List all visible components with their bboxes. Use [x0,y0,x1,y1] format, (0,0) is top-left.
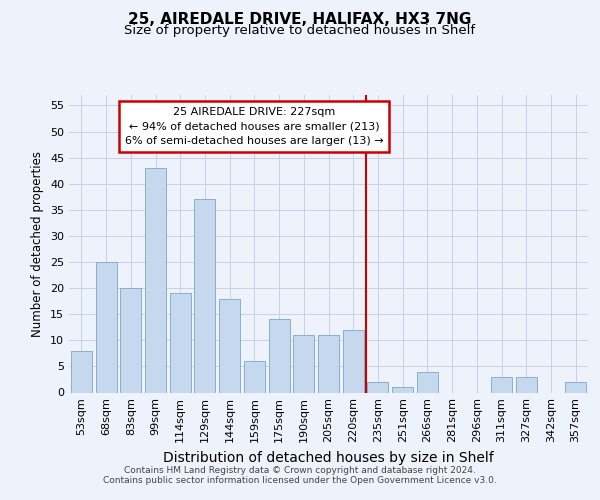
Text: 25, AIREDALE DRIVE, HALIFAX, HX3 7NG: 25, AIREDALE DRIVE, HALIFAX, HX3 7NG [128,12,472,28]
Bar [269,320,290,392]
Bar [293,335,314,392]
Bar [565,382,586,392]
Bar [170,294,191,392]
Y-axis label: Number of detached properties: Number of detached properties [31,151,44,337]
Bar [343,330,364,392]
Bar [120,288,141,393]
Bar [417,372,438,392]
Text: Contains public sector information licensed under the Open Government Licence v3: Contains public sector information licen… [103,476,497,485]
Bar [491,377,512,392]
Bar [244,361,265,392]
Text: Contains HM Land Registry data © Crown copyright and database right 2024.: Contains HM Land Registry data © Crown c… [124,466,476,475]
Text: 25 AIREDALE DRIVE: 227sqm
← 94% of detached houses are smaller (213)
6% of semi-: 25 AIREDALE DRIVE: 227sqm ← 94% of detac… [125,106,383,146]
Bar [145,168,166,392]
Bar [71,350,92,393]
Text: Size of property relative to detached houses in Shelf: Size of property relative to detached ho… [124,24,476,37]
Bar [219,298,240,392]
Bar [95,262,116,392]
X-axis label: Distribution of detached houses by size in Shelf: Distribution of detached houses by size … [163,450,494,464]
Bar [367,382,388,392]
Bar [194,200,215,392]
Bar [392,388,413,392]
Bar [516,377,537,392]
Bar [318,335,339,392]
